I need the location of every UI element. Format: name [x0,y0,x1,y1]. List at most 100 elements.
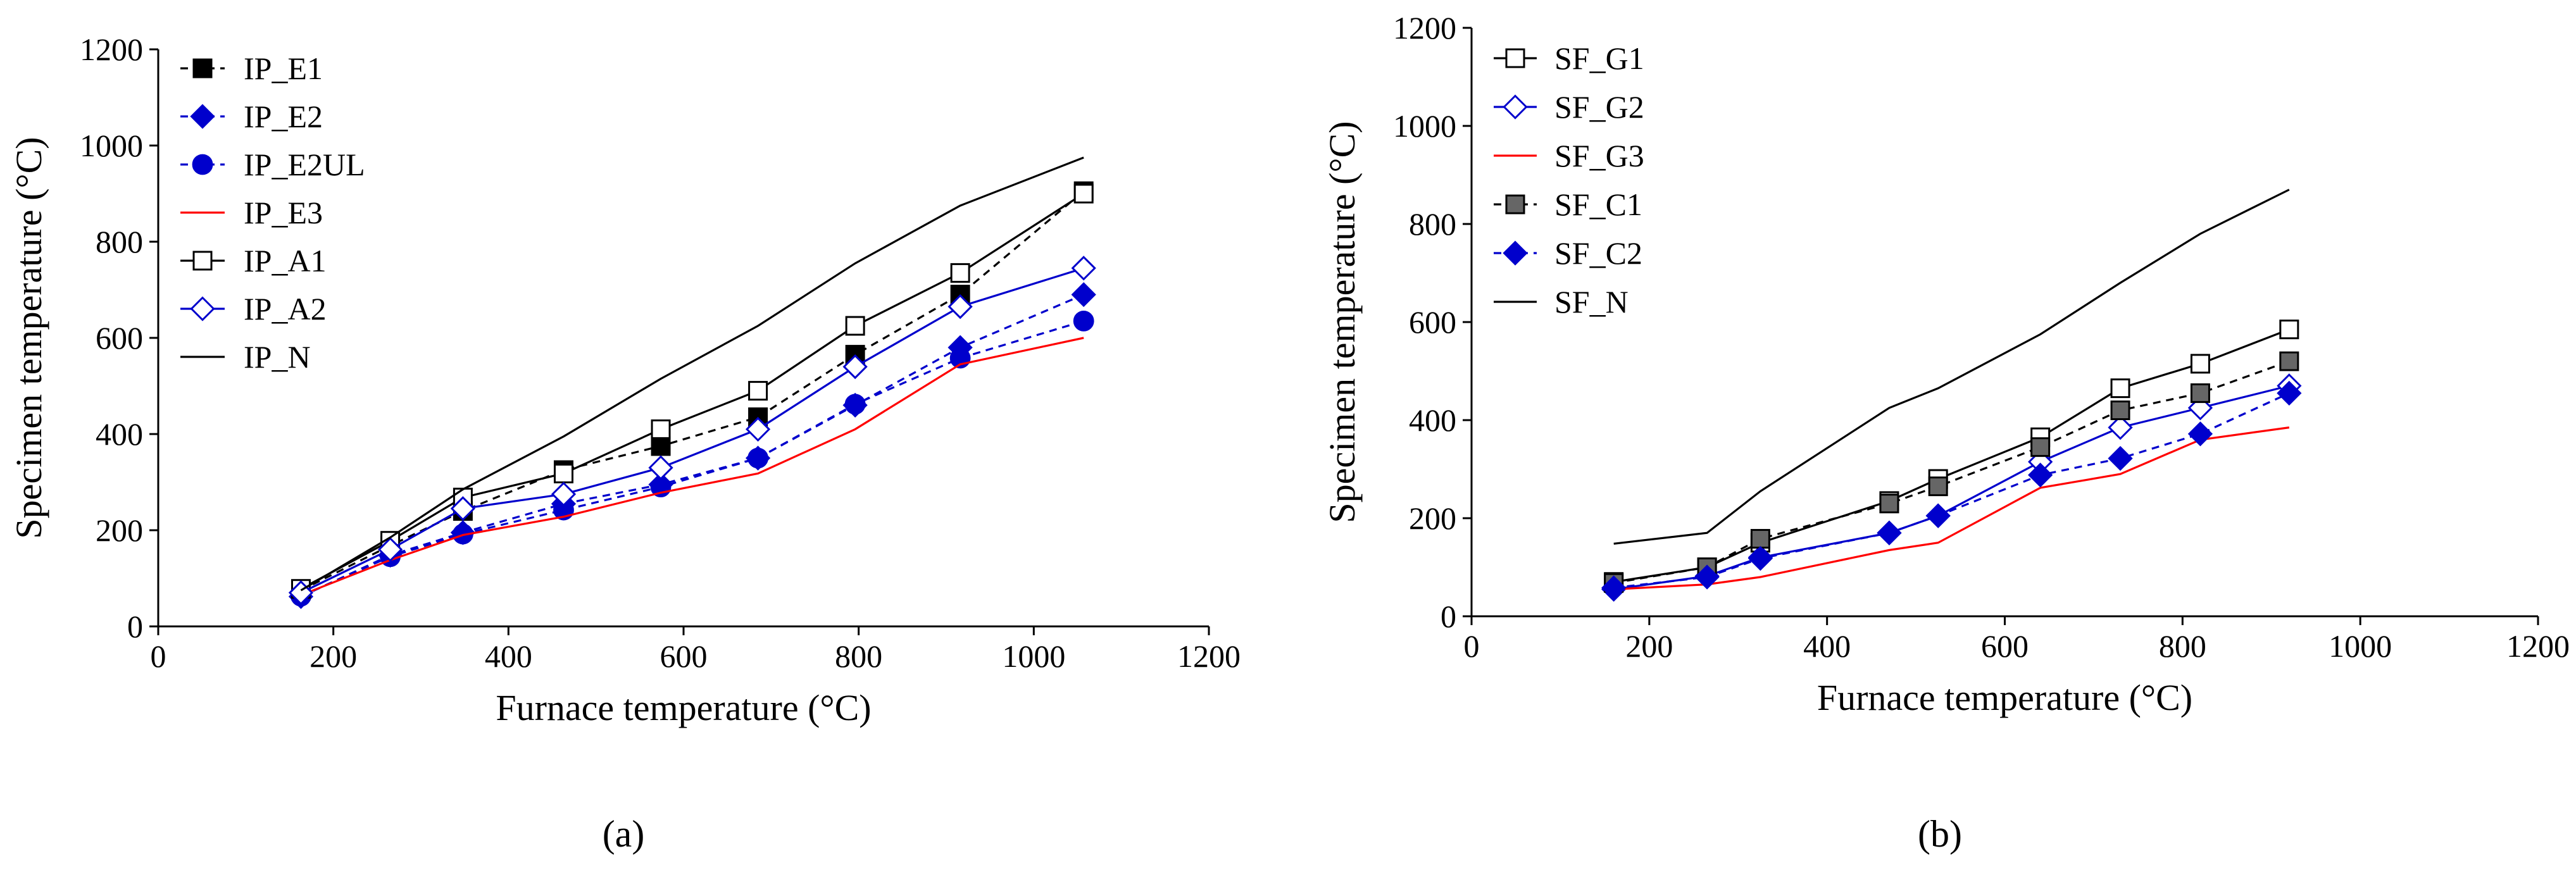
data-point [1928,476,1948,497]
legend-label: IP_E2UL [244,147,365,182]
y-tick-label: 1200 [1393,10,1456,46]
legend-item: SF_C2 [1494,235,1642,271]
legend-label: IP_N [244,339,311,375]
legend-swatch-marker [190,104,215,129]
series-ip-e2ul [291,311,1094,607]
legend-swatch-marker [190,296,215,321]
data-point [2110,401,2130,420]
legend-item: IP_E3 [180,195,323,230]
series-line [1613,189,2290,545]
legend-item: SF_G3 [1494,138,1644,173]
data-point [747,447,768,469]
y-tick-label: 400 [1409,402,1456,438]
legend-label: IP_E2 [244,99,323,134]
y-tick-label: 800 [1409,206,1456,242]
x-tick-label: 400 [1803,628,1851,664]
legend-item: IP_E1 [180,51,323,86]
series-line [300,267,1084,594]
data-point [2030,437,2051,457]
legend-item: SF_G1 [1494,40,1644,76]
y-tick-label: 200 [1409,500,1456,536]
x-axis-label: Furnace temperature (°C) [496,687,871,728]
data-point [2110,378,2130,399]
data-point [2190,354,2210,374]
x-tick-label: 200 [1625,628,1673,664]
data-point [844,394,866,415]
legend-item: IP_E2UL [180,147,365,182]
data-point [2108,445,2133,471]
data-point [2279,351,2299,371]
legend-swatch-marker [1505,194,1525,214]
data-point [1879,494,1899,514]
x-tick-label: 800 [2159,628,2206,664]
series-line [1613,360,2290,584]
data-point [947,294,973,320]
chart-a: 0 200 400 600 800 1000 1200 0 200 400 600 800 1000 12… [8,32,1241,855]
x-tick-label: 1200 [2506,628,2570,664]
data-point [1071,256,1096,281]
x-tick-label: 800 [835,638,882,674]
series-ip-a1 [291,183,1094,599]
data-point [1071,282,1096,308]
data-point [748,381,768,401]
x-tick-label: 600 [660,638,708,674]
series-line [300,190,1085,592]
data-point [745,416,771,442]
series-line [1613,426,2290,590]
panel-caption: (b) [1918,813,1962,855]
data-point [842,354,868,380]
y-tick-label: 1000 [1393,108,1456,144]
series-line [300,337,1084,597]
legend-label: SF_N [1554,284,1629,320]
data-point [553,463,573,483]
data-point [1073,311,1094,332]
legend-label: SF_G2 [1554,89,1644,125]
x-tick-label: 0 [1464,628,1480,664]
data-point [1694,564,1720,590]
y-axis-label: Specimen temperature (°C) [8,137,49,538]
y-axis-label: Specimen temperature (°C) [1322,121,1363,523]
data-point [651,419,671,439]
data-point [1073,183,1094,204]
legend-label: IP_E1 [244,51,323,86]
series-sf-g1 [1604,320,2299,592]
data-point [648,455,673,480]
series-line [300,192,1085,590]
x-tick-label: 1000 [1002,638,1065,674]
x-tick-label: 1000 [2329,628,2392,664]
legend-label: SF_G3 [1554,138,1644,173]
series-ip-e2 [288,282,1096,609]
legend-item: IP_N [180,339,311,375]
y-tick-label: 1200 [80,32,143,67]
data-point [1925,503,1951,528]
data-point [1748,545,1773,571]
y-tick-label: 200 [96,513,143,548]
data-point [651,436,671,456]
legend-label: SF_G1 [1554,40,1644,76]
data-point [2187,421,2213,447]
x-axis-label: Furnace temperature (°C) [1817,677,2192,718]
legend-swatch-marker [1503,240,1528,266]
legend-label: IP_A2 [244,291,327,326]
legend-label: SF_C1 [1554,187,1642,222]
data-point [2279,320,2299,340]
legend-swatch-marker [1505,48,1525,68]
series-ip-a2 [288,256,1096,606]
y-tick-label: 0 [127,609,143,644]
legend-swatch-marker [192,251,213,271]
legend-item: IP_A2 [180,291,327,326]
data-point [1750,529,1770,549]
y-tick-label: 600 [96,320,143,356]
legend-item: IP_E2 [180,99,323,134]
x-tick-label: 200 [309,638,357,674]
y-tick-label: 1000 [80,128,143,163]
series-ip-e3 [300,337,1084,597]
series-sf-c2 [1601,380,2302,600]
series-ip-n [300,156,1084,592]
y-tick-label: 400 [96,416,143,452]
data-point [2190,383,2210,403]
legend-item: SF_N [1494,284,1629,320]
legend-swatch-marker [192,154,213,175]
legend-swatch-marker [1503,94,1528,120]
